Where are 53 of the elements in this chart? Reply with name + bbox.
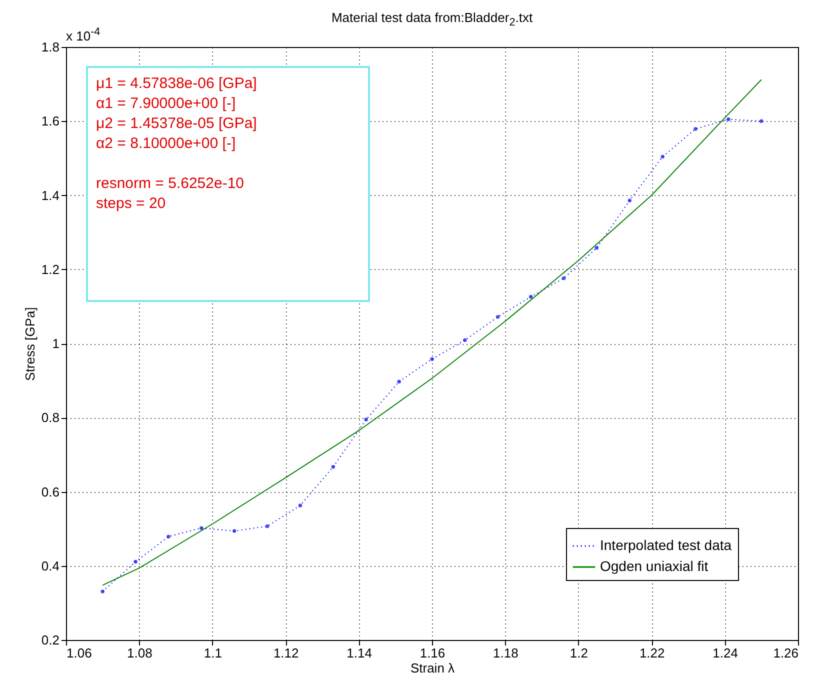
point [100,590,104,594]
y-tick-label: 0.8 [41,410,60,426]
x-tick-label: 1.12 [273,646,299,660]
point [397,380,401,384]
point [265,524,270,528]
point [430,357,434,361]
y-axis-title: Stress [GPa] [22,307,38,381]
y-tick-label: 1.8 [41,40,60,54]
y-tick-label: 1.2 [41,262,60,277]
y-tick-label: 0.4 [41,558,60,574]
point [166,534,170,538]
y-tick-label: 0.2 [41,632,60,648]
point [694,127,698,131]
x-tick-label: 1.2 [570,646,588,660]
x-tick-label: 1.26 [773,646,798,660]
point [594,246,599,250]
annotation: steps = 20 [96,194,167,214]
point [364,418,368,422]
annotation: α1 = 7.90000e+00 [-] [96,94,237,114]
point [232,529,236,533]
x-tick-label: 1.08 [127,646,152,660]
x-tick-label: 1.14 [346,646,372,660]
y-tick-label: 1.4 [41,188,60,203]
point [200,526,204,530]
annotation: resnorm = 5.6252e-10 [96,174,246,194]
x-tick-label: 1.24 [712,646,738,660]
point [628,198,632,202]
annotation: α2 = 8.10000e+00 [-] [96,134,237,154]
point [528,294,533,299]
point [331,465,336,469]
point [496,314,500,319]
point [760,119,764,123]
point [660,154,664,159]
annotation: μ2 = 1.45378e-05 [GPa] [96,114,258,134]
y-tick-label: 0.6 [41,484,60,500]
x-tick-label: 1.06 [66,646,92,660]
point [463,338,467,342]
point [562,276,566,280]
x-tick-label: 1.16 [420,646,446,660]
x-tick-label: 1.1 [204,646,222,660]
chart-title: Material test data from:Bladder$_{2}$.txt [331,10,533,29]
x-tick-label: 1.22 [639,646,665,660]
point [298,504,302,508]
y-tick-label: 1.6 [41,114,60,129]
annotation: μ1 = 4.57838e-06 [GPa] [96,74,258,94]
x-axis-title: Strain λ [410,660,456,676]
legend-label: Interpolated test data [600,537,732,553]
y-tick-label: 1 [52,336,60,351]
text: x 10$^{-4}$ [66,26,100,44]
legend-label: Ogden uniaxial fit [600,558,708,574]
point [134,560,138,564]
x-tick-label: 1.18 [493,646,518,660]
point [726,117,730,122]
